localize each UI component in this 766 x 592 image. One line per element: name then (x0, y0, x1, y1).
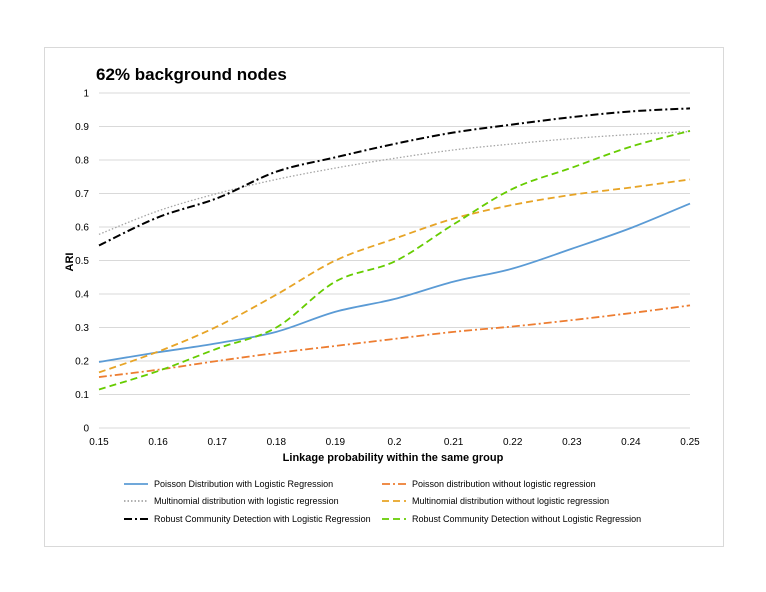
legend-label-4: Multinomial distribution without logisti… (412, 496, 609, 506)
x-tick-label: 0.17 (207, 437, 227, 448)
x-tick-label: 0.25 (680, 437, 700, 448)
legend-label-1: Poisson Distribution with Logistic Regre… (154, 479, 333, 489)
series-line-2 (98, 304, 691, 378)
y-tick-label: 1 (83, 89, 89, 100)
chart-title: 62% background nodes (96, 65, 287, 84)
y-tick-label: 0 (83, 424, 89, 435)
x-tick-label: 0.23 (562, 437, 582, 448)
y-tick-label: 0.4 (75, 290, 89, 301)
line-chart: 62% background nodes 0 0.1 0.2 0.3 0.4 0.5 0.6… (64, 65, 700, 524)
legend: Poisson Distribution with Logistic Regre… (124, 479, 641, 524)
x-axis-label: Linkage probability within the same grou… (283, 452, 504, 464)
series-line-1 (98, 202, 691, 363)
series-lines (98, 107, 691, 391)
x-tick-label: 0.16 (148, 437, 168, 448)
x-tick-label: 0.21 (444, 437, 464, 448)
y-tick-label: 0.3 (75, 323, 89, 334)
legend-label-5: Robust Community Detection with Logistic… (154, 514, 371, 524)
x-tick-label: 0.19 (326, 437, 346, 448)
y-tick-labels: 0 0.1 0.2 0.3 0.4 0.5 0.6 0.7 0.8 0.9 1 (75, 89, 89, 435)
chart-frame: 62% background nodes 0 0.1 0.2 0.3 0.4 0.5 0.6… (44, 47, 724, 547)
x-tick-label: 0.24 (621, 437, 641, 448)
x-tick-label: 0.15 (89, 437, 109, 448)
x-tick-label: 0.2 (388, 437, 402, 448)
series-line-3 (98, 130, 691, 235)
legend-label-3: Multinomial distribution with logistic r… (154, 496, 339, 506)
y-axis-label: ARI (64, 253, 76, 272)
y-tick-label: 0.8 (75, 156, 89, 167)
y-tick-label: 0.6 (75, 223, 89, 234)
x-tick-label: 0.18 (267, 437, 287, 448)
y-tick-label: 0.9 (75, 122, 89, 133)
series-line-5 (98, 107, 691, 247)
gridlines (99, 92, 690, 429)
y-tick-label: 0.5 (75, 256, 89, 267)
y-tick-label: 0.1 (75, 390, 89, 401)
legend-label-6: Robust Community Detection without Logis… (412, 514, 641, 524)
legend-label-2: Poisson distribution without logistic re… (412, 479, 596, 489)
series-line-6 (98, 129, 691, 391)
y-tick-label: 0.2 (75, 357, 89, 368)
x-tick-label: 0.22 (503, 437, 523, 448)
series-line-4 (98, 178, 691, 374)
y-tick-label: 0.7 (75, 189, 89, 200)
x-tick-labels: 0.15 0.16 0.17 0.18 0.19 0.2 0.21 0.22 0.23 0.24 0… (89, 437, 700, 448)
